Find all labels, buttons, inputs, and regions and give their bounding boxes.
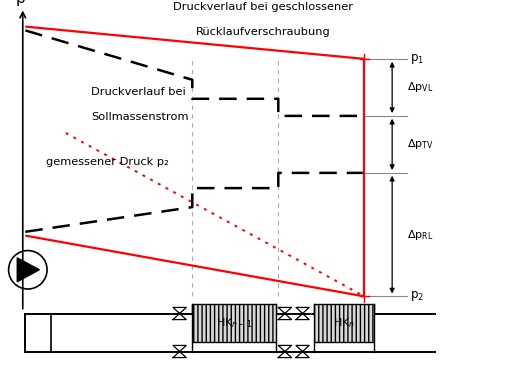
- Polygon shape: [17, 258, 39, 282]
- Text: gemessener Druck p₂: gemessener Druck p₂: [45, 157, 168, 166]
- Text: HK$_n$: HK$_n$: [332, 316, 355, 330]
- Text: Rücklaufverschraubung: Rücklaufverschraubung: [195, 27, 330, 36]
- Text: Sollmassenstrom: Sollmassenstrom: [91, 112, 188, 122]
- Text: $\Delta$p$_{\mathsf{VL}}$: $\Delta$p$_{\mathsf{VL}}$: [407, 81, 433, 94]
- Text: Druckverlauf bei: Druckverlauf bei: [91, 87, 185, 97]
- Text: p$_2$: p$_2$: [409, 290, 423, 303]
- Text: $\Delta$p$_{\mathsf{RL}}$: $\Delta$p$_{\mathsf{RL}}$: [407, 228, 433, 242]
- Text: $\Delta$p$_{\mathsf{TV}}$: $\Delta$p$_{\mathsf{TV}}$: [407, 138, 433, 151]
- Text: p: p: [15, 0, 25, 6]
- Bar: [192, 304, 275, 342]
- Text: Druckverlauf bei geschlossener: Druckverlauf bei geschlossener: [173, 2, 352, 12]
- Bar: [313, 304, 374, 342]
- Text: HK$_{n-1}$: HK$_{n-1}$: [215, 316, 252, 330]
- Text: p$_1$: p$_1$: [409, 52, 423, 66]
